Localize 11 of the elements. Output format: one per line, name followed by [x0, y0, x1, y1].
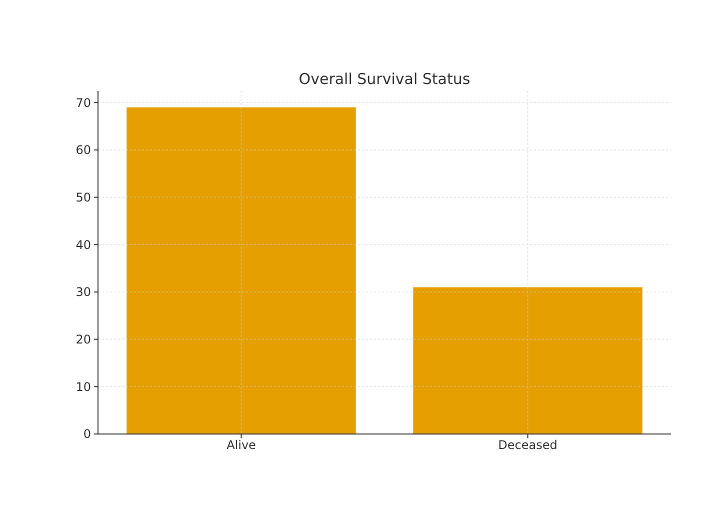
y-tick-label: 50	[76, 190, 91, 204]
y-tick-label: 70	[76, 96, 91, 110]
x-tick-label: Alive	[226, 438, 256, 452]
y-tick-label: 0	[83, 427, 91, 442]
y-tick-label: 20	[76, 332, 91, 347]
x-tick-label: Deceased	[498, 438, 558, 452]
chart-title: Overall Survival Status	[298, 70, 470, 88]
y-tick-label: 30	[76, 285, 91, 300]
y-tick-label: 60	[76, 143, 91, 158]
y-tick-label: 10	[76, 380, 91, 394]
y-tick-label: 40	[76, 238, 91, 252]
